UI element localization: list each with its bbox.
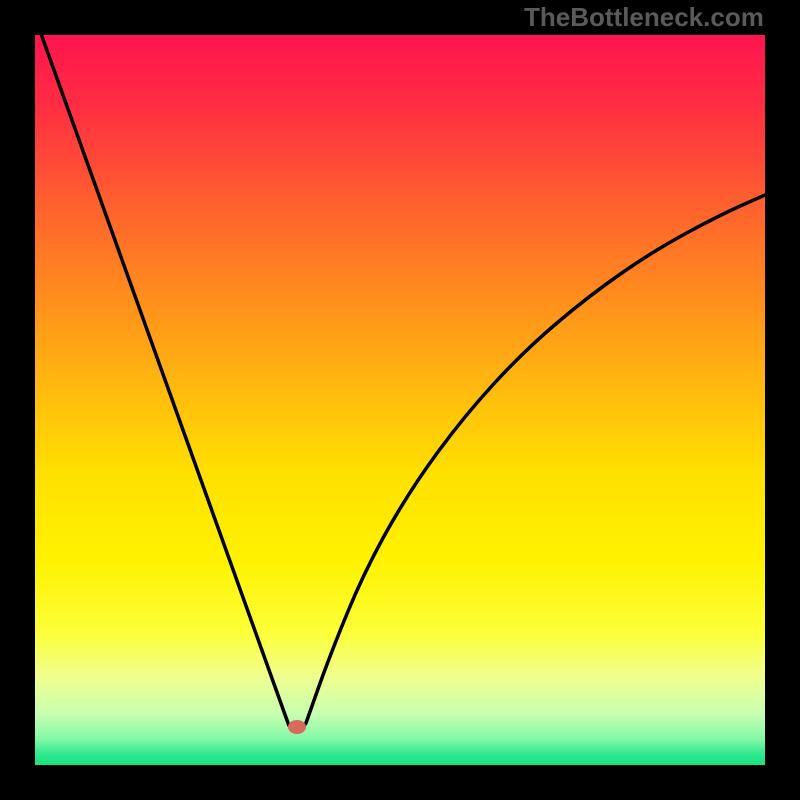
curve-min-marker [288, 720, 306, 734]
plot-area [35, 35, 765, 765]
curve-path [35, 35, 765, 729]
watermark-text: TheBottleneck.com [524, 2, 764, 33]
bottleneck-curve [35, 35, 765, 765]
